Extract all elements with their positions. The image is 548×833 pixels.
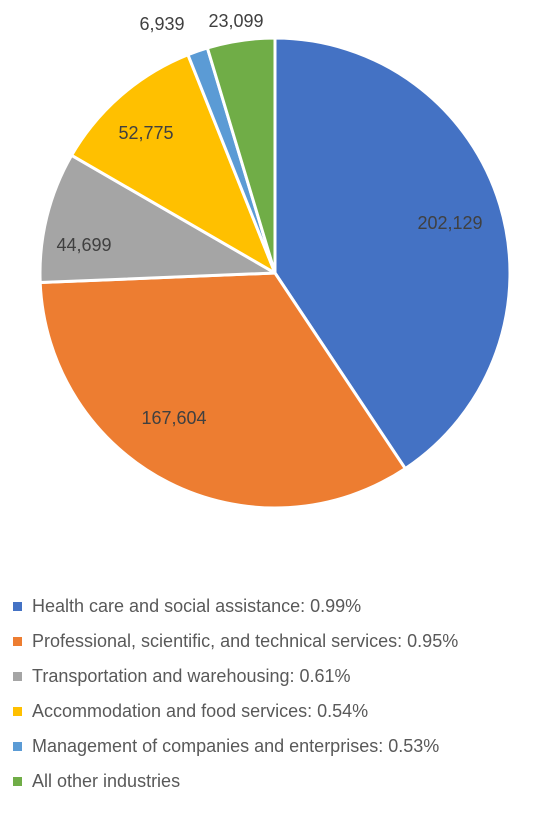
legend-item-6: All other industries — [13, 764, 458, 799]
data-label-2: 167,604 — [141, 408, 206, 428]
legend-label: Professional, scientific, and technical … — [32, 631, 459, 651]
data-label-4: 52,775 — [118, 123, 173, 143]
pie-slice-6 — [205, 36, 277, 275]
pie-slices — [38, 36, 512, 510]
legend-label: Health care and social assistance: 0.99% — [32, 596, 362, 616]
pie-data-labels: 202,129 167,604 44,699 52,775 6,939 23,099 — [56, 11, 482, 428]
legend-swatch — [13, 637, 22, 646]
legend-item-3: Transportation and warehousing: 0.61% — [13, 659, 458, 694]
legend-swatch — [13, 742, 22, 751]
data-label-5: 6,939 — [139, 14, 184, 34]
legend-item-5: Management of companies and enterprises:… — [13, 729, 458, 764]
legend-swatch — [13, 602, 22, 611]
data-label-6: 23,099 — [208, 11, 263, 31]
pie-slice-3 — [38, 153, 277, 284]
chart-legend: Health care and social assistance: 0.99%… — [13, 589, 458, 799]
legend-label: Transportation and warehousing: 0.61% — [32, 666, 351, 686]
legend-label: Accommodation and food services: 0.54% — [32, 701, 369, 721]
legend-swatch — [13, 777, 22, 786]
legend-swatch — [13, 707, 22, 716]
legend-item-2: Professional, scientific, and technical … — [13, 624, 458, 659]
legend-swatch — [13, 672, 22, 681]
legend-item-1: Health care and social assistance: 0.99% — [13, 589, 458, 624]
legend-label: All other industries — [32, 771, 181, 791]
data-label-3: 44,699 — [56, 235, 111, 255]
data-label-1: 202,129 — [417, 213, 482, 233]
legend-label: Management of companies and enterprises:… — [32, 736, 440, 756]
pie-slice-4 — [70, 53, 277, 275]
pie-slice-2 — [38, 271, 407, 510]
legend-item-4: Accommodation and food services: 0.54% — [13, 694, 458, 729]
pie-chart: 202,129 167,604 44,699 52,775 6,939 23,099 — [38, 11, 512, 510]
